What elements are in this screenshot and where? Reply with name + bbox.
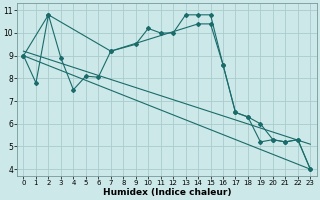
X-axis label: Humidex (Indice chaleur): Humidex (Indice chaleur) <box>103 188 231 197</box>
